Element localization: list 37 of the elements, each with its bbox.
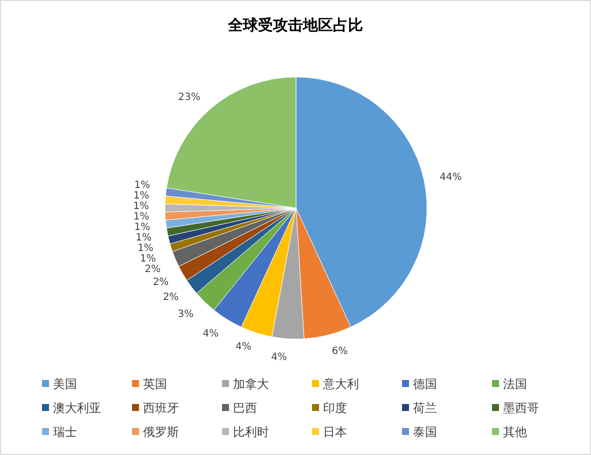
data-label: 4% bbox=[271, 352, 287, 364]
legend-label: 其他 bbox=[503, 425, 527, 440]
data-label: 2% bbox=[162, 292, 179, 304]
legend-label: 泰国 bbox=[413, 425, 437, 440]
data-label: 1% bbox=[133, 190, 150, 202]
legend-label: 荷兰 bbox=[413, 401, 437, 416]
data-label: 1% bbox=[140, 253, 156, 264]
data-label: 23% bbox=[178, 92, 200, 103]
legend-label: 澳大利亚 bbox=[53, 401, 101, 416]
legend-label: 法国 bbox=[503, 377, 527, 392]
legend-label: 加拿大 bbox=[233, 377, 269, 392]
legend-label: 西班牙 bbox=[143, 401, 179, 416]
data-label: 1% bbox=[136, 232, 152, 244]
legend-label: 巴西 bbox=[233, 401, 257, 416]
legend-label: 英国 bbox=[143, 377, 167, 392]
data-label: 4% bbox=[202, 328, 219, 340]
chart-title: 全球受攻击地区占比 bbox=[227, 16, 363, 34]
data-label: 1% bbox=[138, 242, 154, 254]
data-label: 1% bbox=[134, 222, 150, 233]
legend-label: 瑞士 bbox=[53, 425, 77, 440]
data-label: 1% bbox=[133, 211, 150, 222]
legend-label: 比利时 bbox=[233, 425, 269, 440]
legend-label: 俄罗斯 bbox=[143, 425, 179, 440]
legend-label: 德国 bbox=[413, 377, 437, 392]
legend-label: 日本 bbox=[323, 425, 347, 440]
legend-label: 墨西哥 bbox=[503, 401, 539, 416]
data-label: 4% bbox=[236, 342, 252, 353]
legend-label: 印度 bbox=[323, 401, 347, 416]
data-label: 3% bbox=[178, 309, 194, 320]
data-label: 1% bbox=[133, 200, 149, 212]
data-label: 6% bbox=[332, 346, 348, 358]
data-label: 2% bbox=[144, 264, 161, 275]
data-label: 44% bbox=[440, 172, 462, 184]
data-label: 1% bbox=[134, 180, 150, 191]
legend-label: 美国 bbox=[53, 377, 77, 392]
legend-label: 意大利 bbox=[322, 377, 359, 392]
data-label: 2% bbox=[152, 277, 169, 288]
